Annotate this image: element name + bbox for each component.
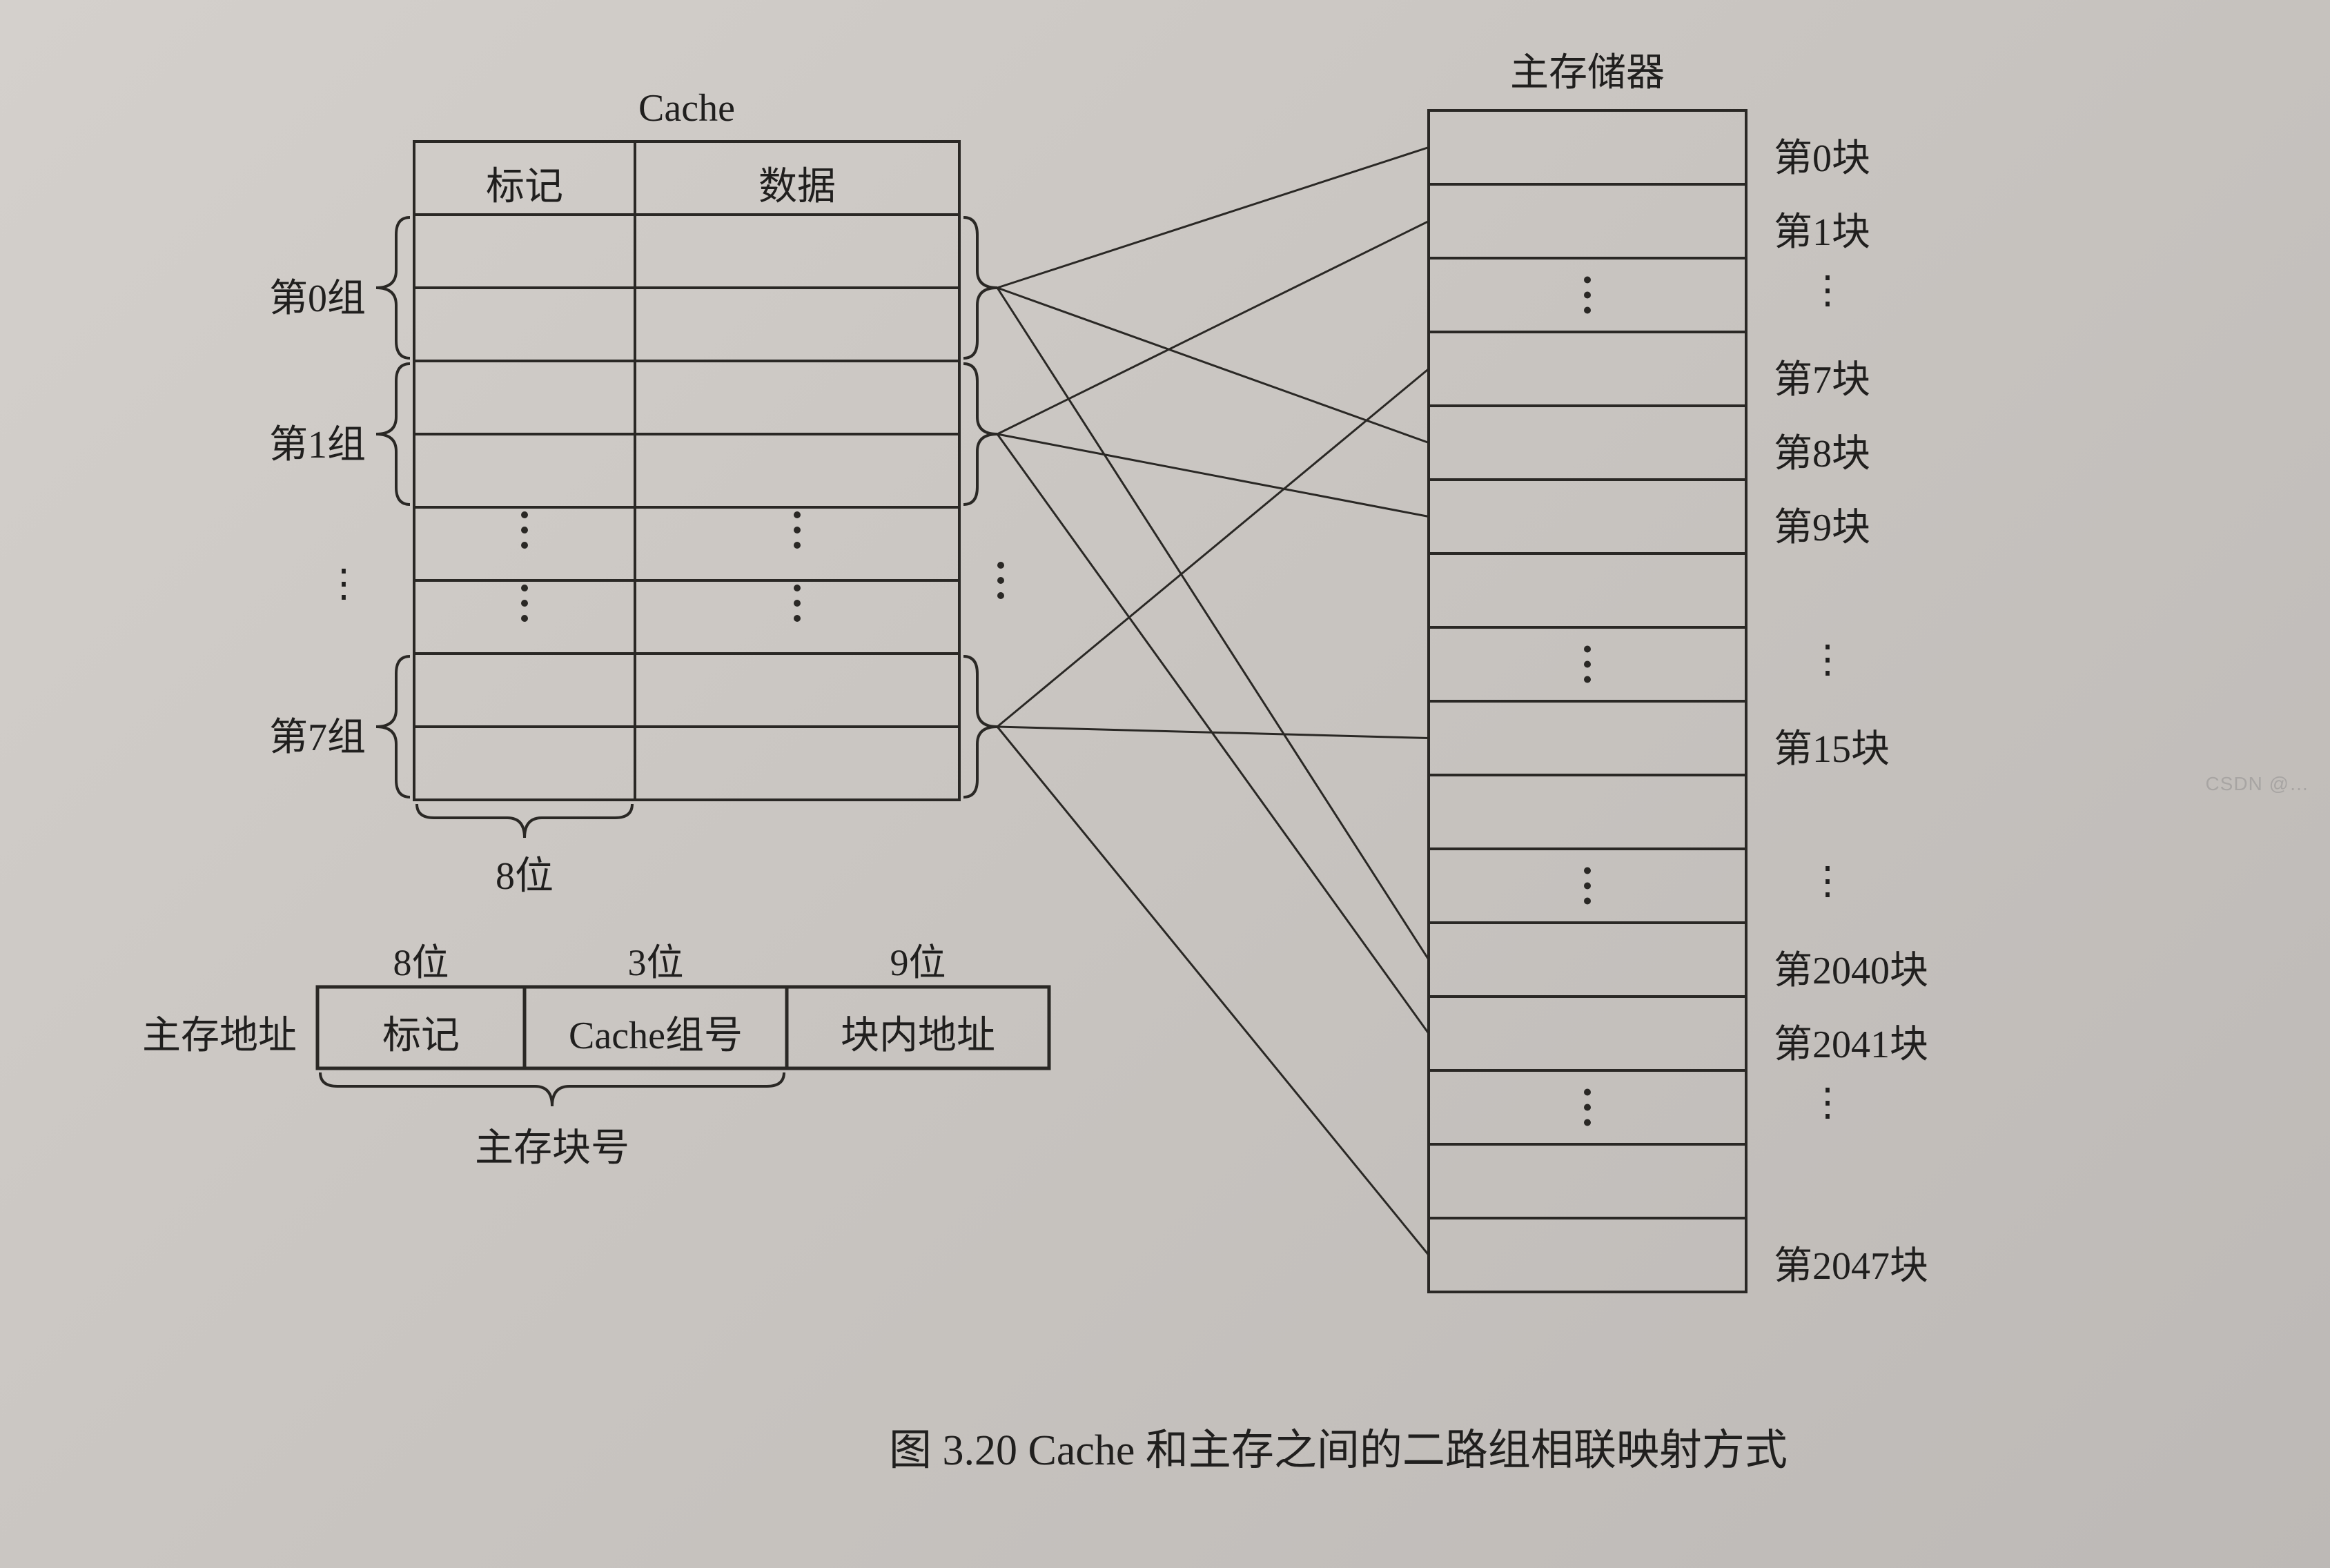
watermark: CSDN @… (2205, 773, 2309, 795)
text-label: 第2041块 (1774, 1013, 1928, 1069)
text-label: Cache (411, 86, 963, 130)
text-label: 数据 (521, 155, 1073, 211)
text-label: 8位 (248, 845, 801, 901)
text-label: 第8块 (1774, 422, 1870, 478)
text-label: 第9块 (1774, 496, 1870, 552)
text-label: 块内地址 (642, 1004, 1194, 1060)
text-label: 9位 (642, 932, 1194, 986)
text-label: 第1组 (269, 413, 366, 469)
text-label: ⋮ (1808, 637, 1847, 682)
text-label: 主存块号 (276, 1117, 828, 1173)
text-label: 第1块 (1774, 201, 1870, 257)
text-label: 第0组 (269, 267, 366, 323)
text-label: 第7块 (1774, 349, 1870, 404)
text-label: ⋮ (1808, 859, 1847, 903)
text-label: 第7组 (269, 706, 366, 762)
text-label: 第15块 (1774, 718, 1890, 774)
text-label: ⋮ (324, 561, 363, 606)
text-label: ⋮ (1808, 1080, 1847, 1125)
text-label: 主存储器 (1311, 41, 1863, 97)
text-label: 第0块 (1774, 127, 1870, 183)
diagram-svg (0, 0, 2330, 1568)
text-label: ⋮ (1808, 268, 1847, 313)
text-label: 图 3.20 Cache 和主存之间的二路组相联映射方式 (889, 1415, 1441, 1477)
text-label: 第2040块 (1774, 939, 1928, 995)
text-label: 第2047块 (1774, 1235, 1928, 1291)
